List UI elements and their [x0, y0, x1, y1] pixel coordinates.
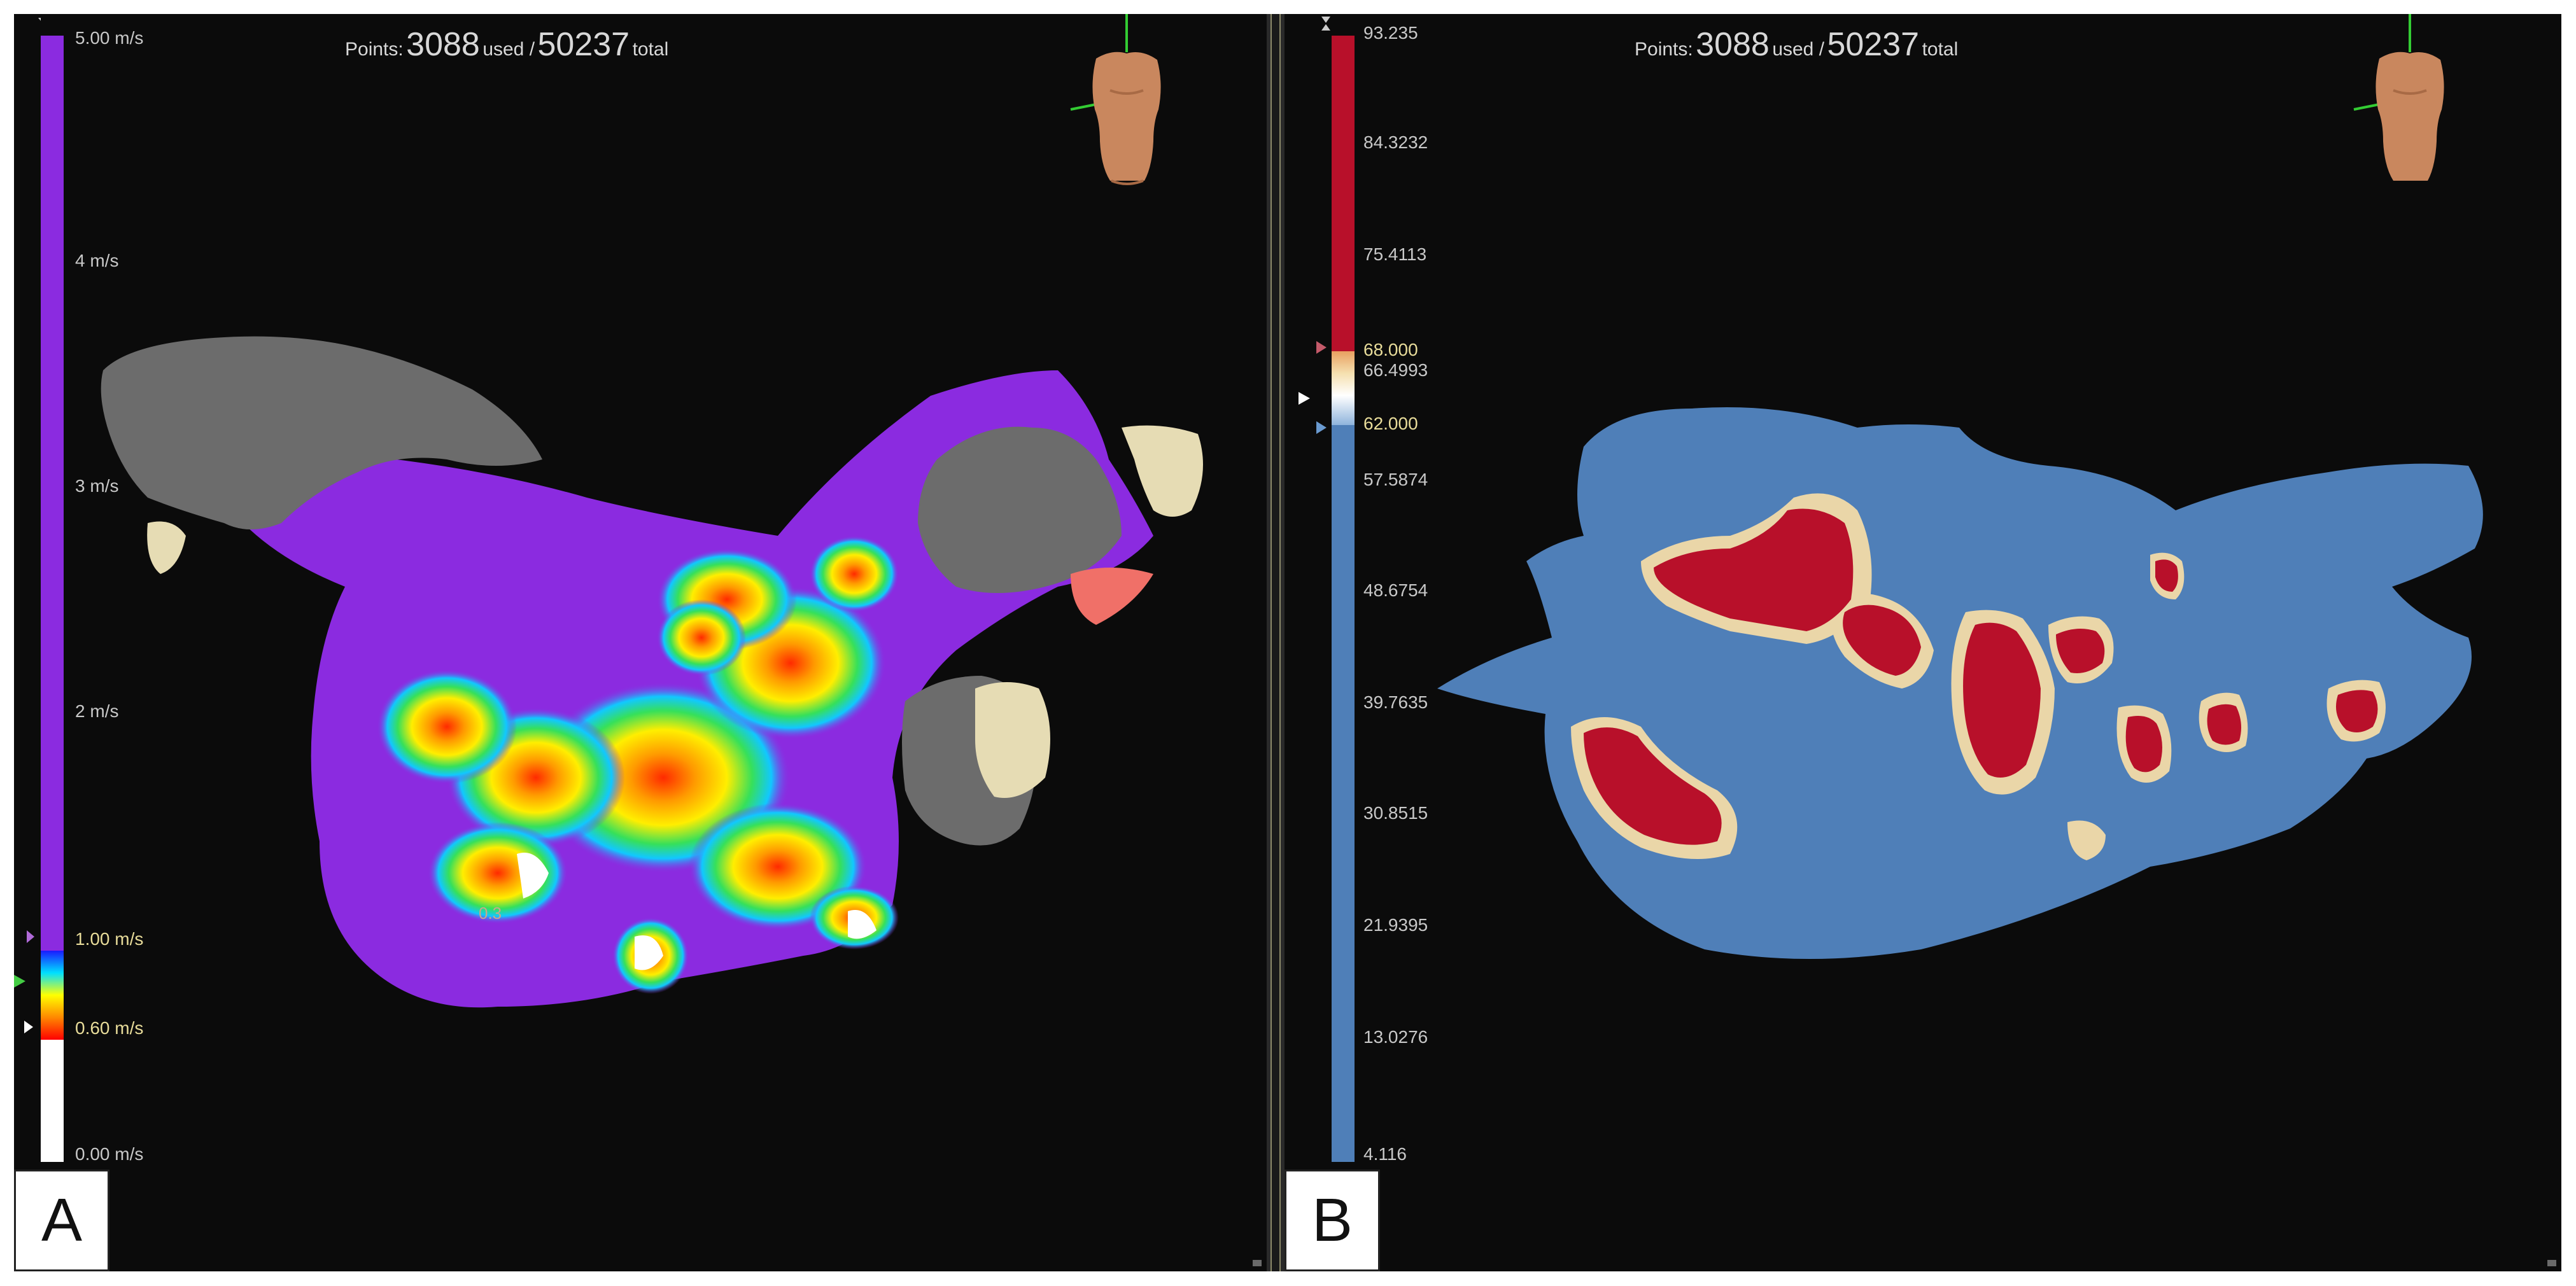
scale-tick: 93.235	[1363, 23, 1418, 43]
total-word: total	[632, 39, 669, 60]
torso-orientation-icon[interactable]	[2341, 14, 2449, 205]
resize-handle-icon[interactable]	[1253, 1260, 1262, 1266]
points-readout-a: Points: 3088 used / 50237 total	[345, 25, 668, 64]
points-label: Points:	[1635, 39, 1693, 60]
total-word: total	[1922, 39, 1959, 60]
scale-tick: 57.5874	[1363, 470, 1428, 489]
scale-tick: 39.7635	[1363, 692, 1428, 712]
points-label: Points:	[345, 39, 404, 60]
torso-orientation-icon[interactable]	[1058, 14, 1166, 205]
panel-b-voltage-map: Points: 3088 used / 50237 total 93.235 8…	[1284, 14, 2561, 1271]
scale-tick: 5.00 m/s	[75, 28, 144, 48]
scale-tick: 4.116	[1363, 1144, 1407, 1164]
scale-tick: 21.9395	[1363, 915, 1428, 935]
used-word: used /	[1772, 39, 1825, 60]
lower-threshold-marker-icon	[1316, 421, 1327, 434]
upper-threshold-marker-icon	[1316, 341, 1327, 354]
velocity-color-scale[interactable]	[41, 36, 64, 1162]
total-count: 50237	[537, 26, 630, 63]
scale-tick: 0.60 m/s	[75, 1018, 144, 1038]
current-value-marker-icon	[1299, 392, 1310, 405]
used-count: 3088	[406, 26, 480, 63]
green-marker-icon	[14, 975, 25, 988]
lower-threshold-marker-icon	[24, 1021, 33, 1033]
points-readout-b: Points: 3088 used / 50237 total	[1635, 25, 1958, 64]
scale-tick: 1.00 m/s	[75, 929, 144, 949]
upper-threshold-marker-icon	[27, 930, 34, 943]
scale-top-arrow-icon	[1321, 17, 1330, 23]
voltage-cardiac-map[interactable]	[1284, 14, 2561, 1271]
resize-handle-icon[interactable]	[2547, 1260, 2556, 1266]
scale-tick: 62.000	[1363, 414, 1418, 433]
used-word: used /	[482, 39, 535, 60]
scale-markers-a[interactable]	[14, 14, 41, 1271]
panel-letter-a: A	[14, 1170, 109, 1271]
velocity-cardiac-map[interactable]	[14, 14, 1267, 1271]
scale-tick: 4 m/s	[75, 251, 119, 270]
voltage-color-scale[interactable]	[1332, 36, 1355, 1162]
scale-tick: 3 m/s	[75, 476, 119, 496]
scale-tick: 30.8515	[1363, 803, 1428, 823]
scale-tick: 13.0276	[1363, 1027, 1428, 1047]
scale-tick: 84.3232	[1363, 132, 1428, 152]
scale-tick: 2 m/s	[75, 701, 119, 721]
scale-top-arrow-icon	[1321, 24, 1330, 31]
panel-a-velocity-map: Points: 3088 used / 50237 total 5.00 m/s	[14, 14, 1267, 1271]
panel-divider[interactable]	[1267, 14, 1284, 1271]
scale-tick: 48.6754	[1363, 580, 1428, 600]
total-count: 50237	[1827, 26, 1920, 63]
scale-tick: 0.00 m/s	[75, 1144, 144, 1164]
map-point-label: 0.3	[479, 904, 502, 923]
scale-markers-b[interactable]	[1284, 14, 1332, 1271]
used-count: 3088	[1696, 26, 1770, 63]
scale-tick: 75.4113	[1363, 244, 1427, 264]
scale-tick: 68.000	[1363, 340, 1418, 360]
scale-tick: 66.4993	[1363, 360, 1428, 380]
panel-letter-b: B	[1284, 1170, 1380, 1271]
